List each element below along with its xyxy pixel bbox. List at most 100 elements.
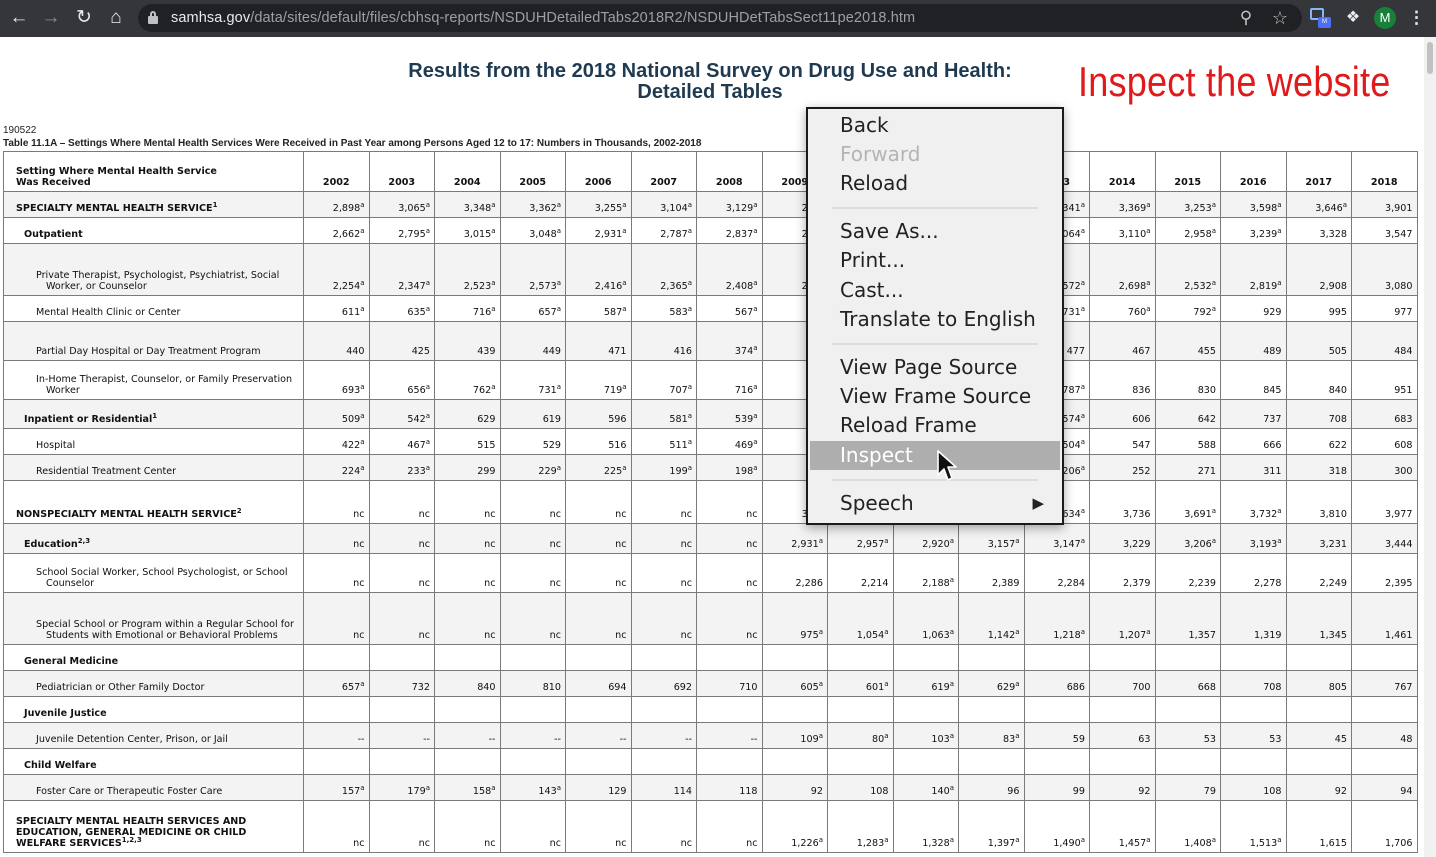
cell-value: 3,369 (1118, 203, 1147, 214)
home-icon[interactable]: ⌂ (110, 7, 122, 28)
table-cell: 2,908 (1285, 243, 1352, 296)
kebab-menu-icon[interactable]: ⋮ (1408, 8, 1425, 27)
table-cell: 2,278 (1220, 553, 1287, 593)
table-cell: nc (368, 800, 435, 853)
cell-value: 2,819 (1249, 281, 1278, 292)
cell-value: 206 (1062, 466, 1081, 477)
row-label: Residential Treatment Center (3, 454, 304, 481)
avatar[interactable]: M (1374, 7, 1396, 29)
lock-icon[interactable] (148, 11, 158, 24)
significance-marker: a (1146, 627, 1151, 636)
cell-value: 2,395 (1385, 578, 1413, 589)
menu-item-reload[interactable]: Reload (840, 171, 909, 195)
cell-value: 63 (1138, 734, 1151, 745)
significance-marker: a (360, 783, 365, 792)
cell-value: 642 (1197, 414, 1216, 425)
significance-marker: a (556, 463, 561, 472)
menu-item-cast[interactable]: Cast... (840, 278, 904, 302)
reload-icon[interactable]: ↻ (76, 7, 92, 28)
table-cell: 2,239 (1154, 553, 1221, 593)
table-cell: 716a (696, 360, 763, 400)
address-bar[interactable]: samhsa.gov/data/sites/default/files/cbhs… (138, 4, 1302, 32)
menu-item-back[interactable]: Back (840, 113, 889, 137)
cell-value: 716 (472, 307, 492, 318)
page-title-line1: Results from the 2018 National Survey on… (408, 60, 1012, 82)
table-cell: 805 (1285, 670, 1352, 697)
row-label-text: Juvenile Justice (24, 708, 107, 719)
cell-value: 619 (542, 414, 561, 425)
cell-value: 80 (871, 734, 885, 745)
significance-marker: a (425, 382, 430, 391)
cell-value: 1,615 (1319, 838, 1347, 849)
significance-marker: a (491, 382, 496, 391)
cell-value: 1,706 (1385, 838, 1413, 849)
column-header-line1: Setting Where Mental Health Service (16, 166, 217, 177)
table-cell (1285, 696, 1352, 723)
cell-value: -- (685, 734, 692, 745)
cell-value: 542 (407, 414, 426, 425)
cell-value: 96 (1007, 786, 1020, 797)
table-cell: 179a (368, 774, 435, 801)
table-cell: 511a (630, 428, 697, 455)
significance-marker: a (1146, 226, 1151, 235)
cell-value: 341 (1062, 203, 1081, 214)
cell-value: 229 (538, 466, 557, 477)
significance-marker: a (491, 200, 496, 209)
zoom-icon[interactable]: ⚲ (1239, 8, 1253, 27)
cell-value: 1,397 (987, 838, 1016, 849)
table-cell: 224a (303, 454, 370, 481)
significance-marker: a (818, 835, 823, 844)
menu-item-save-as[interactable]: Save As... (840, 219, 939, 243)
cell-value: nc (353, 539, 365, 550)
menu-item-speech[interactable]: Speech ▶ (810, 489, 1060, 518)
menu-item-translate[interactable]: Translate to English (840, 307, 1036, 331)
menu-item-print[interactable]: Print... (840, 248, 906, 272)
cell-value: nc (615, 539, 627, 550)
cell-value: 471 (608, 346, 627, 357)
cell-value: 694 (608, 682, 627, 693)
page-scrollbar[interactable] (1424, 37, 1436, 857)
table-cell (827, 696, 894, 723)
table-cell: 53 (1220, 722, 1287, 749)
submenu-arrow-icon: ▶ (1032, 494, 1044, 512)
cell-value: 792 (1193, 307, 1212, 318)
menu-item-view-page-source[interactable]: View Page Source (840, 355, 1018, 379)
cell-value: 583 (669, 307, 688, 318)
menu-item-inspect[interactable]: Inspect (810, 441, 1060, 470)
cell-value: 572 (1062, 281, 1081, 292)
table-cell: 449 (499, 321, 566, 361)
cell-value: 311 (1263, 466, 1282, 477)
menu-item-forward[interactable]: Forward (840, 142, 921, 166)
table-cell: 509a (303, 399, 370, 429)
forward-arrow-icon[interactable]: → (41, 7, 61, 28)
table-cell (368, 696, 435, 723)
cell-value: 425 (411, 346, 430, 357)
row-label: In-Home Therapist, Counselor, or Family … (3, 360, 304, 400)
table-cell: 158a (434, 774, 501, 801)
cell-value: 300 (1394, 466, 1413, 477)
table-cell (1154, 696, 1221, 723)
star-icon[interactable]: ☆ (1271, 8, 1289, 28)
menu-item-reload-frame[interactable]: Reload Frame (840, 413, 977, 437)
table-cell: 683 (1351, 399, 1418, 429)
significance-marker: a (1080, 304, 1085, 313)
cell-value: 547 (1132, 440, 1151, 451)
table-cell: 92 (1285, 774, 1352, 801)
table-cell (565, 696, 632, 723)
url-text[interactable]: samhsa.gov/data/sites/default/files/cbhs… (171, 10, 915, 26)
significance-marker: a (1342, 200, 1347, 209)
scrollbar-thumb[interactable] (1427, 42, 1433, 74)
significance-marker: a (425, 278, 430, 287)
table-row: SPECIALTY MENTAL HEALTH SERVICES AND EDU… (3, 800, 1418, 853)
cell-value: 129 (608, 786, 627, 797)
table-cell: 129 (565, 774, 632, 801)
cell-value: 975 (800, 630, 819, 641)
menu-item-view-frame-source[interactable]: View Frame Source (840, 384, 1032, 408)
puzzle-icon[interactable]: ❖ (1345, 9, 1361, 26)
back-arrow-icon[interactable]: ← (9, 7, 29, 28)
extension-icon[interactable]: M (1310, 8, 1331, 28)
table-cell (1089, 644, 1156, 671)
cell-value: 840 (477, 682, 496, 693)
significance-marker: a (687, 382, 692, 391)
cell-value: nc (615, 578, 627, 589)
